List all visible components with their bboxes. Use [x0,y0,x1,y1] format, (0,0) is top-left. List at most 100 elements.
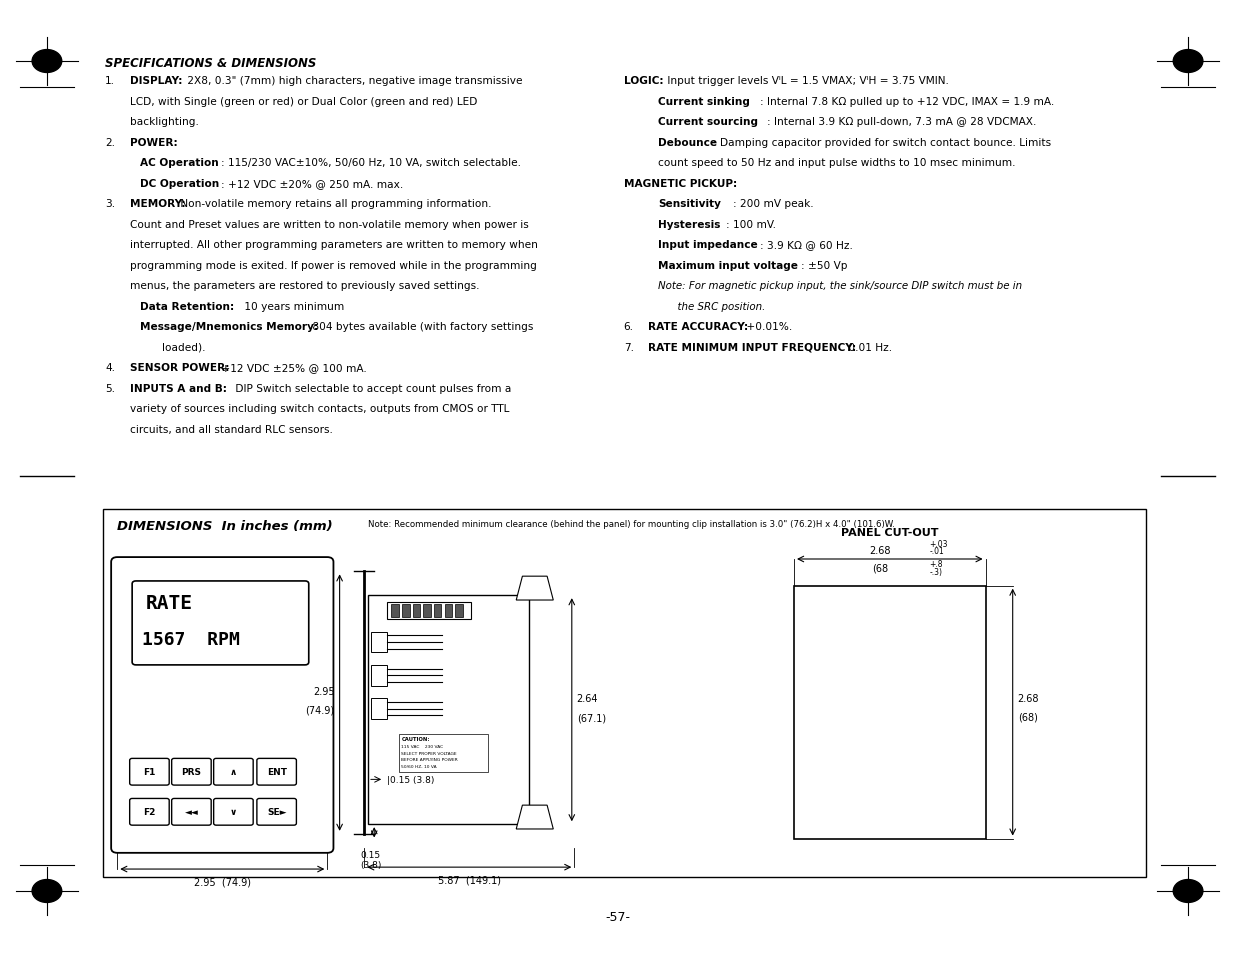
Text: +.03: +.03 [930,539,948,548]
Bar [387,602,471,619]
Text: SPECIFICATIONS & DIMENSIONS: SPECIFICATIONS & DIMENSIONS [105,57,316,71]
Text: Count and Preset values are written to non-volatile memory when power is: Count and Preset values are written to n… [130,219,529,230]
Text: LOGIC:: LOGIC: [624,76,663,86]
Text: PRS: PRS [182,767,201,777]
Bar [368,596,529,824]
Text: 5.: 5. [105,383,115,394]
Text: ENT: ENT [267,767,287,777]
Bar [403,604,410,618]
Text: -.01: -.01 [930,547,945,556]
Text: 2.68: 2.68 [1018,693,1039,703]
Text: RATE: RATE [146,594,193,613]
Text: : Damping capacitor provided for switch contact bounce. Limits: : Damping capacitor provided for switch … [713,137,1051,148]
Text: PANEL CUT-OUT: PANEL CUT-OUT [841,527,939,537]
Text: SE►: SE► [267,807,287,817]
Text: -.3): -.3) [930,567,942,576]
FancyBboxPatch shape [172,799,211,825]
FancyBboxPatch shape [111,558,333,853]
Polygon shape [516,577,553,600]
Text: (68: (68 [872,563,888,573]
Text: : Internal 3.9 KΩ pull-down, 7.3 mA @ 28 VDCMAX.: : Internal 3.9 KΩ pull-down, 7.3 mA @ 28… [767,117,1036,127]
Text: DIMENSIONS  In inches (mm): DIMENSIONS In inches (mm) [117,519,333,533]
Text: Data Retention:: Data Retention: [140,301,233,312]
Text: 2X8, 0.3" (7mm) high characters, negative image transmissive: 2X8, 0.3" (7mm) high characters, negativ… [184,76,522,86]
Text: Input trigger levels VᴵL = 1.5 VMAX; VᴵH = 3.75 VMIN.: Input trigger levels VᴵL = 1.5 VMAX; VᴵH… [664,76,950,86]
Text: Maximum input voltage: Maximum input voltage [658,260,798,271]
Text: Note: Recommended minimum clearance (behind the panel) for mounting clip install: Note: Recommended minimum clearance (beh… [368,519,895,528]
Text: 804 bytes available (with factory settings: 804 bytes available (with factory settin… [309,322,534,332]
Text: MAGNETIC PICKUP:: MAGNETIC PICKUP: [624,178,737,189]
Text: variety of sources including switch contacts, outputs from CMOS or TTL: variety of sources including switch cont… [130,404,509,414]
Text: INPUTS A and B:: INPUTS A and B: [130,383,227,394]
Bar [103,510,1146,877]
Bar [391,604,399,618]
Bar [370,699,387,720]
Text: 2.95  (74.9): 2.95 (74.9) [194,877,251,886]
Text: Input impedance: Input impedance [658,240,758,250]
Text: MEMORY:: MEMORY: [130,199,185,209]
Bar [399,734,488,772]
Text: Non-volatile memory retains all programming information.: Non-volatile memory retains all programm… [178,199,492,209]
Text: Sensitivity: Sensitivity [658,199,721,209]
Bar [370,665,387,686]
Text: |0.15 (3.8): |0.15 (3.8) [387,775,433,784]
Bar [445,604,452,618]
Polygon shape [516,805,553,829]
FancyBboxPatch shape [214,799,253,825]
Circle shape [32,880,62,902]
Text: RATE ACCURACY:: RATE ACCURACY: [648,322,748,332]
Text: : Internal 7.8 KΩ pulled up to +12 VDC, IMAX = 1.9 mA.: : Internal 7.8 KΩ pulled up to +12 VDC, … [761,96,1055,107]
Text: 115 VAC    230 VAC: 115 VAC 230 VAC [401,744,443,748]
FancyBboxPatch shape [257,759,296,785]
Text: 2.95: 2.95 [312,686,335,696]
Text: ∧: ∧ [230,767,237,777]
Bar [370,632,387,653]
Text: Debounce: Debounce [658,137,718,148]
FancyBboxPatch shape [172,759,211,785]
Text: DIP Switch selectable to accept count pulses from a: DIP Switch selectable to accept count pu… [232,383,511,394]
Bar [412,604,420,618]
Text: DISPLAY:: DISPLAY: [130,76,183,86]
Text: Hysteresis: Hysteresis [658,219,721,230]
Text: 1567  RPM: 1567 RPM [142,630,240,648]
Text: 1.: 1. [105,76,115,86]
Text: : 200 mV peak.: : 200 mV peak. [734,199,814,209]
Text: backlighting.: backlighting. [130,117,199,127]
FancyBboxPatch shape [214,759,253,785]
Text: DC Operation: DC Operation [140,178,219,189]
Text: 2.: 2. [105,137,115,148]
Text: Current sourcing: Current sourcing [658,117,758,127]
Text: : +12 VDC ±20% @ 250 mA. max.: : +12 VDC ±20% @ 250 mA. max. [221,178,404,189]
Bar [794,586,986,839]
Bar [433,604,441,618]
Text: RATE MINIMUM INPUT FREQUENCY:: RATE MINIMUM INPUT FREQUENCY: [648,342,857,353]
Text: menus, the parameters are restored to previously saved settings.: menus, the parameters are restored to pr… [130,281,479,291]
Text: F2: F2 [143,807,156,817]
FancyBboxPatch shape [257,799,296,825]
Bar [424,604,431,618]
Bar [456,604,463,618]
FancyBboxPatch shape [130,759,169,785]
Text: SENSOR POWER:: SENSOR POWER: [130,363,230,373]
Text: 2.64: 2.64 [577,694,598,703]
Text: Message/Mnemonics Memory:: Message/Mnemonics Memory: [140,322,317,332]
Circle shape [1173,51,1203,73]
Text: interrupted. All other programming parameters are written to memory when: interrupted. All other programming param… [130,240,537,250]
Text: +12 VDC ±25% @ 100 mA.: +12 VDC ±25% @ 100 mA. [217,363,367,373]
Text: -57-: -57- [605,910,630,923]
Text: (74.9): (74.9) [305,705,335,715]
Text: (3.8): (3.8) [359,861,382,869]
Text: BEFORE APPLYING POWER: BEFORE APPLYING POWER [401,758,458,761]
Text: 3.: 3. [105,199,115,209]
Text: (67.1): (67.1) [577,713,606,722]
Text: programming mode is exited. If power is removed while in the programming: programming mode is exited. If power is … [130,260,536,271]
Text: ◄◄: ◄◄ [184,807,199,817]
Text: SELECT PROPER VOLTAGE: SELECT PROPER VOLTAGE [401,751,457,755]
Text: 0.01 Hz.: 0.01 Hz. [845,342,893,353]
Text: : ±50 Vp: : ±50 Vp [802,260,847,271]
Text: F1: F1 [143,767,156,777]
Text: AC Operation: AC Operation [140,158,219,168]
Text: LCD, with Single (green or red) or Dual Color (green and red) LED: LCD, with Single (green or red) or Dual … [130,96,477,107]
Text: circuits, and all standard RLC sensors.: circuits, and all standard RLC sensors. [130,424,332,435]
Text: 7.: 7. [624,342,634,353]
